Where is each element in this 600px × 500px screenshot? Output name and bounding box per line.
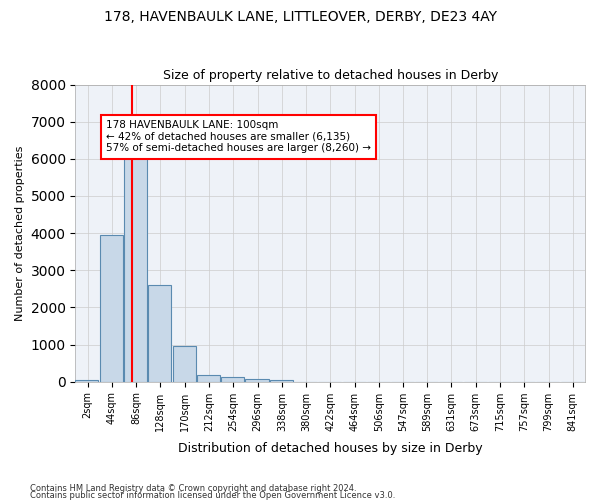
Bar [221, 377, 244, 382]
Text: 178 HAVENBAULK LANE: 100sqm
← 42% of detached houses are smaller (6,135)
57% of : 178 HAVENBAULK LANE: 100sqm ← 42% of det… [106, 120, 371, 154]
Text: Contains public sector information licensed under the Open Government Licence v3: Contains public sector information licen… [30, 491, 395, 500]
Text: 178, HAVENBAULK LANE, LITTLEOVER, DERBY, DE23 4AY: 178, HAVENBAULK LANE, LITTLEOVER, DERBY,… [104, 10, 497, 24]
Title: Size of property relative to detached houses in Derby: Size of property relative to detached ho… [163, 69, 498, 82]
Bar [124, 140, 147, 382]
Y-axis label: Number of detached properties: Number of detached properties [15, 146, 25, 321]
Text: Contains HM Land Registry data © Crown copyright and database right 2024.: Contains HM Land Registry data © Crown c… [30, 484, 356, 493]
Bar [148, 285, 172, 382]
Bar [197, 375, 220, 382]
Bar [76, 380, 98, 382]
Bar [100, 235, 123, 382]
X-axis label: Distribution of detached houses by size in Derby: Distribution of detached houses by size … [178, 442, 482, 455]
Bar [270, 380, 293, 382]
Bar [173, 346, 196, 382]
Bar [245, 379, 269, 382]
